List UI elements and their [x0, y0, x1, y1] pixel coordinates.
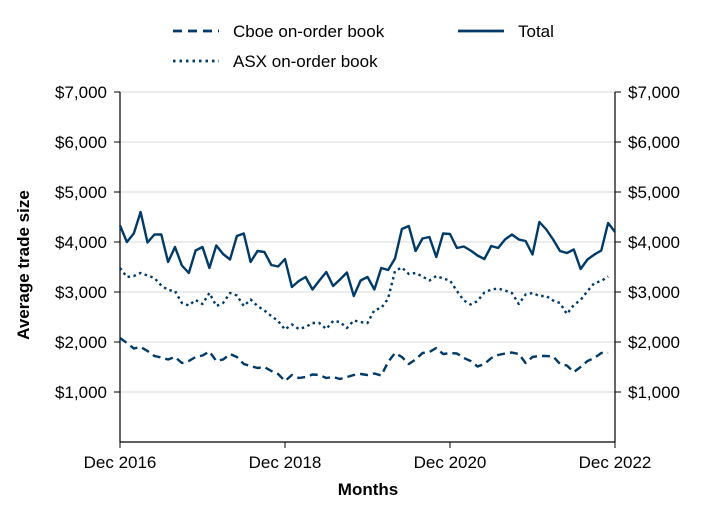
y-tick-label-right: $6,000 [628, 133, 680, 152]
y-axis-title: Average trade size [14, 190, 33, 340]
y-tick-label-right: $7,000 [628, 83, 680, 102]
y-tick-label-left: $7,000 [55, 83, 107, 102]
x-tick-labels: Dec 2016 Dec 2018 Dec 2020 Dec 2022 [84, 442, 652, 472]
legend-label: ASX on-order book [233, 52, 378, 71]
y-tick-label-right: $5,000 [628, 183, 680, 202]
axes [119, 92, 616, 443]
x-tick-label: Dec 2016 [84, 453, 157, 472]
y-tick-label-left: $5,000 [55, 183, 107, 202]
y-tick-label-left: $2,000 [55, 333, 107, 352]
series-lines [118, 210, 616, 383]
x-axis-title: Months [338, 480, 398, 499]
series-line-dashed [119, 337, 609, 383]
y-tick-label-left: $3,000 [55, 283, 107, 302]
legend: Cboe on-order book ASX on-order book Total [173, 22, 554, 71]
x-tick-label: Dec 2020 [414, 453, 487, 472]
x-tick-label: Dec 2022 [579, 453, 652, 472]
y-tick-label-right: $2,000 [628, 333, 680, 352]
x-tick-label: Dec 2018 [249, 453, 322, 472]
y-tick-label-left: $1,000 [55, 383, 107, 402]
gridlines [114, 91, 621, 393]
y-tick-label-left: $4,000 [55, 233, 107, 252]
series-line-dotted [119, 266, 609, 331]
legend-label: Total [518, 22, 554, 41]
y-tick-labels-right: $1,000 $2,000 $3,000 $4,000 $5,000 $6,000 $7,0… [628, 83, 680, 402]
legend-label: Cboe on-order book [233, 22, 385, 41]
series-line-solid [118, 210, 616, 298]
y-tick-label-left: $6,000 [55, 133, 107, 152]
y-tick-label-right: $3,000 [628, 283, 680, 302]
y-tick-label-right: $4,000 [628, 233, 680, 252]
y-tick-labels-left: $1,000 $2,000 $3,000 $4,000 $5,000 $6,000 $7,0… [55, 83, 107, 402]
y-tick-label-right: $1,000 [628, 383, 680, 402]
